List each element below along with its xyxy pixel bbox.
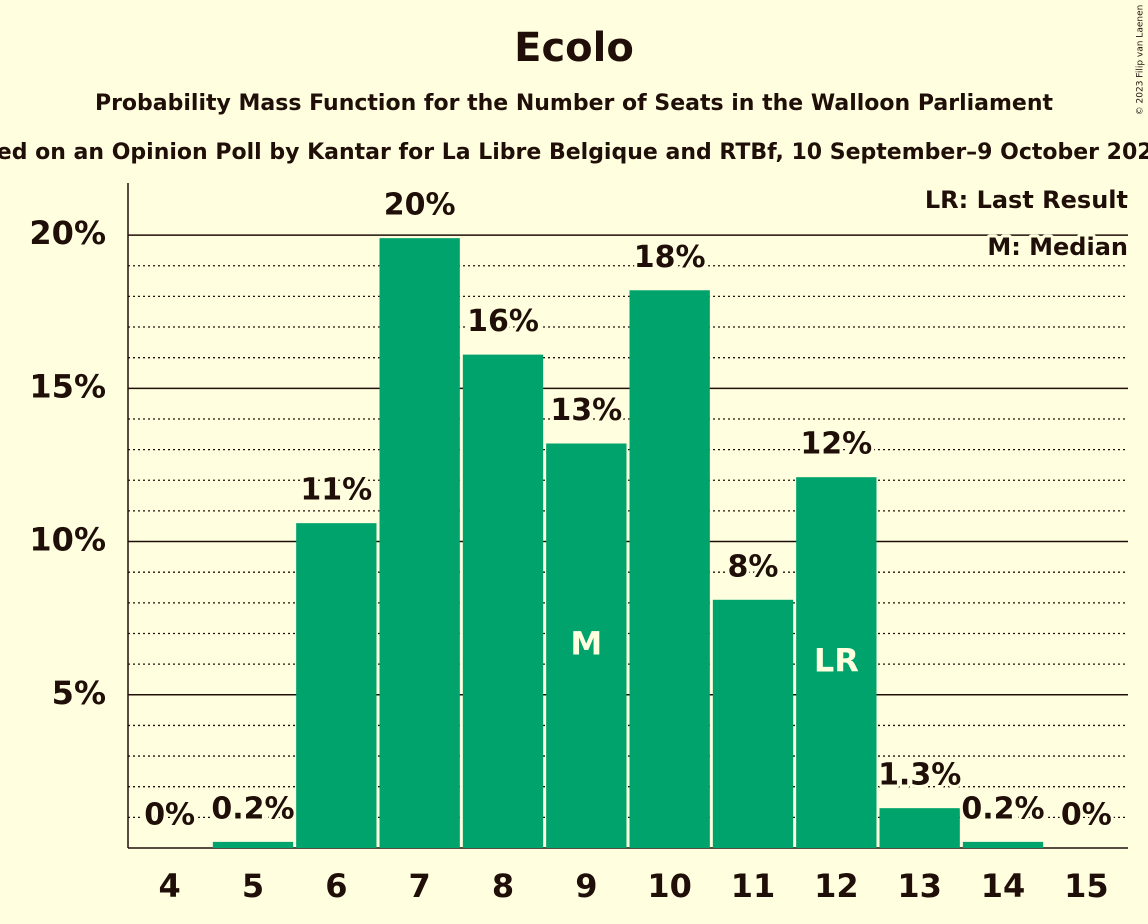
last_result-marker: LR <box>814 642 859 680</box>
copyright: © 2023 Filip van Laenen <box>1136 5 1146 116</box>
value-label: 20% <box>384 188 456 223</box>
y-tick-label: 10% <box>29 521 106 559</box>
bar <box>712 599 794 848</box>
y-tick-label: 20% <box>29 214 106 252</box>
value-label: 0.2% <box>211 791 294 826</box>
bar <box>962 841 1044 848</box>
x-tick-label: 6 <box>325 867 347 905</box>
x-tick-label: 10 <box>647 867 692 905</box>
chart-title: Ecolo <box>514 25 634 71</box>
value-label: 0% <box>144 798 195 833</box>
value-label: 13% <box>550 393 622 428</box>
x-tick-label: 5 <box>242 867 264 905</box>
x-tick-label: 9 <box>575 867 597 905</box>
x-tick-label: 7 <box>409 867 431 905</box>
bar <box>546 443 627 848</box>
value-label: 0% <box>1061 798 1112 833</box>
bar <box>629 290 710 848</box>
value-label: 0.2% <box>961 791 1044 826</box>
bar <box>796 477 877 848</box>
x-tick-label: 11 <box>731 867 776 905</box>
legend-entry: LR: Last Result <box>925 186 1128 214</box>
value-label: 1.3% <box>878 758 961 793</box>
y-tick-label: 15% <box>29 367 106 405</box>
bar <box>296 523 377 848</box>
x-tick-label: 8 <box>492 867 514 905</box>
y-tick-label: 5% <box>52 674 106 712</box>
x-tick-label: 12 <box>814 867 859 905</box>
chart-subtitle: Probability Mass Function for the Number… <box>95 91 1054 116</box>
x-tick-label: 15 <box>1064 867 1109 905</box>
value-label: 8% <box>728 549 779 584</box>
bar <box>462 354 544 848</box>
chart-subtitle-2: Based on an Opinion Poll by Kantar for L… <box>0 140 1148 165</box>
legend-entry: M: Median <box>987 233 1128 261</box>
x-tick-label: 13 <box>897 867 942 905</box>
value-label: 16% <box>467 304 539 339</box>
bar <box>379 238 460 849</box>
bar <box>879 808 960 848</box>
value-label: 18% <box>634 240 706 275</box>
median-marker: M <box>570 625 602 663</box>
value-label: 12% <box>800 427 872 462</box>
x-tick-label: 14 <box>981 867 1026 905</box>
x-tick-label: 4 <box>159 867 181 905</box>
bar <box>212 841 294 848</box>
value-label: 11% <box>300 473 372 508</box>
